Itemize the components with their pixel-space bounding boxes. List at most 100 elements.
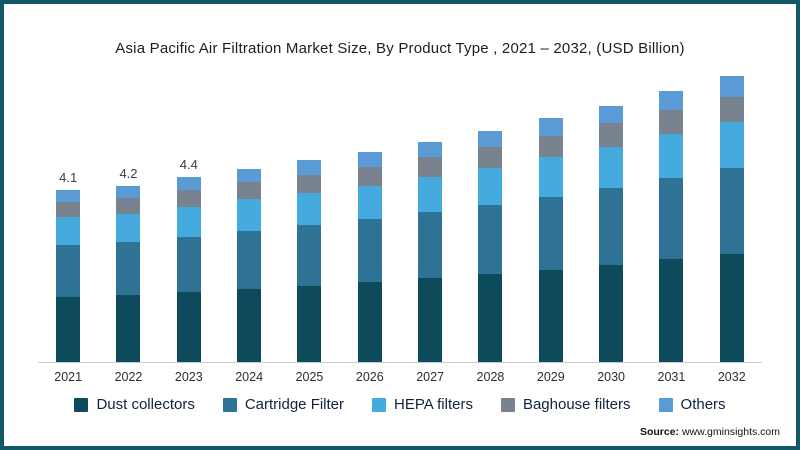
source-attribution: Source: www.gminsights.com — [640, 426, 780, 438]
bar-segment-others — [538, 118, 563, 136]
legend-label: Others — [680, 396, 726, 413]
x-tick-label: 2031 — [657, 370, 686, 384]
legend-item-cartridge-filter: Cartridge Filter — [222, 396, 345, 413]
bar-segment-baghouse-filters — [659, 109, 684, 135]
bar-segment-hepa-filters — [56, 217, 81, 245]
x-tick-label: 2022 — [114, 370, 143, 384]
legend-item-others: Others — [658, 396, 726, 413]
bar-group-2028 — [460, 111, 520, 362]
bar-group-2026 — [340, 132, 400, 362]
legend-label: HEPA filters — [394, 396, 473, 413]
bar-value-label: 4.2 — [119, 165, 138, 181]
bar-segment-others — [478, 130, 503, 147]
x-tick-label: 2025 — [295, 370, 324, 384]
legend-item-dust-collectors: Dust collectors — [74, 396, 195, 413]
bar-segment-hepa-filters — [719, 122, 744, 168]
bar-stack — [599, 105, 624, 362]
x-tick-label: 2029 — [536, 370, 565, 384]
bar-segment-cartridge-filter — [418, 212, 443, 278]
bar-stack — [538, 118, 563, 362]
bar-segment-cartridge-filter — [176, 236, 201, 292]
bar-group-2025 — [279, 140, 339, 362]
bar-stack — [659, 91, 684, 362]
x-tick-label: 2026 — [355, 370, 384, 384]
bar-segment-cartridge-filter — [237, 230, 262, 289]
bar-segment-baghouse-filters — [237, 182, 262, 200]
bar-segment-dust-collectors — [176, 291, 201, 362]
bar-segment-cartridge-filter — [357, 219, 382, 283]
x-tick-label: 2032 — [717, 370, 746, 384]
bar-segment-cartridge-filter — [478, 204, 503, 275]
bar-segment-baghouse-filters — [176, 190, 201, 208]
bar-segment-baghouse-filters — [56, 201, 81, 218]
bar-group-2024 — [219, 149, 279, 362]
bar-segment-hepa-filters — [357, 185, 382, 220]
bar-segment-others — [176, 177, 201, 191]
bar-segment-cartridge-filter — [56, 244, 81, 297]
bar-segment-baghouse-filters — [599, 123, 624, 147]
bar-stack — [297, 160, 322, 362]
bar-segment-hepa-filters — [538, 157, 563, 197]
legend-item-baghouse-filters: Baghouse filters — [500, 396, 631, 413]
bar-segment-dust-collectors — [659, 259, 684, 362]
bar-segment-cartridge-filter — [538, 196, 563, 270]
bar-segment-hepa-filters — [599, 146, 624, 188]
bar-segment-cartridge-filter — [116, 241, 141, 295]
bar-segment-others — [418, 141, 443, 158]
bar-segment-others — [719, 76, 744, 97]
bar-segment-cartridge-filter — [599, 187, 624, 265]
x-tick-label: 2021 — [54, 370, 83, 384]
bar-group-2021: 4.1 — [38, 170, 98, 362]
bar-segment-hepa-filters — [659, 134, 684, 178]
bar-stack — [56, 189, 81, 362]
bar-stack — [176, 177, 201, 362]
source-url: www.gminsights.com — [681, 426, 780, 438]
bar-segment-baghouse-filters — [538, 135, 563, 158]
x-tick-label: 2027 — [416, 370, 445, 384]
bar-group-2030 — [581, 86, 641, 362]
bar-group-2027 — [400, 122, 460, 362]
bar-segment-hepa-filters — [116, 213, 141, 242]
bar-segment-others — [297, 160, 322, 175]
bar-segment-dust-collectors — [297, 285, 322, 362]
bar-segment-dust-collectors — [599, 264, 624, 362]
x-tick-label: 2028 — [476, 370, 505, 384]
chart-title: Asia Pacific Air Filtration Market Size,… — [115, 40, 685, 57]
bar-segment-others — [357, 152, 382, 167]
bar-segment-baghouse-filters — [478, 146, 503, 168]
bar-segment-hepa-filters — [176, 207, 201, 237]
legend-swatch — [74, 397, 89, 412]
bar-value-label: 4.1 — [59, 169, 78, 185]
bar-group-2022: 4.2 — [98, 166, 158, 362]
legend-label: Cartridge Filter — [244, 396, 345, 413]
bar-segment-dust-collectors — [56, 296, 81, 362]
legend-swatch — [500, 397, 515, 412]
bar-stack — [116, 185, 141, 362]
bar-segment-dust-collectors — [418, 278, 443, 362]
bar-segment-dust-collectors — [357, 282, 382, 362]
bar-segment-others — [659, 91, 684, 110]
bar-segment-others — [599, 105, 624, 124]
bar-segment-baghouse-filters — [297, 174, 322, 193]
bar-segment-others — [237, 168, 262, 183]
legend-swatch — [222, 397, 237, 412]
x-tick-label: 2023 — [174, 370, 203, 384]
bar-segment-hepa-filters — [478, 167, 503, 205]
legend: Dust collectors Cartridge Filter HEPA filt… — [4, 396, 796, 413]
bar-segment-cartridge-filter — [659, 177, 684, 260]
source-label: Source: — [639, 426, 680, 438]
plot-area: 4.1 4.2 4.4 — [38, 67, 762, 363]
bar-segment-dust-collectors — [538, 269, 563, 362]
bar-segment-baghouse-filters — [418, 157, 443, 177]
bar-stack — [357, 152, 382, 362]
legend-swatch — [658, 397, 673, 412]
bar-group-2029 — [521, 98, 581, 362]
bar-stack — [719, 76, 744, 362]
bar-segment-cartridge-filter — [297, 225, 322, 286]
bar-segment-hepa-filters — [418, 176, 443, 213]
bar-segment-hepa-filters — [237, 199, 262, 231]
bar-group-2023: 4.4 — [159, 157, 219, 362]
legend-label: Dust collectors — [96, 396, 195, 413]
bar-segment-dust-collectors — [116, 294, 141, 362]
